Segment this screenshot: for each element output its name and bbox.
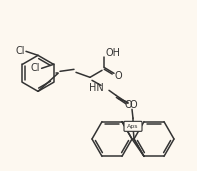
Text: Cl: Cl (15, 46, 25, 56)
Text: O: O (114, 71, 122, 81)
Text: Cl: Cl (31, 63, 40, 73)
Text: OH: OH (106, 48, 121, 58)
Text: Aps: Aps (127, 124, 139, 129)
FancyBboxPatch shape (124, 121, 142, 131)
Text: O: O (129, 100, 137, 110)
Text: HN: HN (89, 83, 104, 93)
Text: O: O (124, 100, 132, 110)
